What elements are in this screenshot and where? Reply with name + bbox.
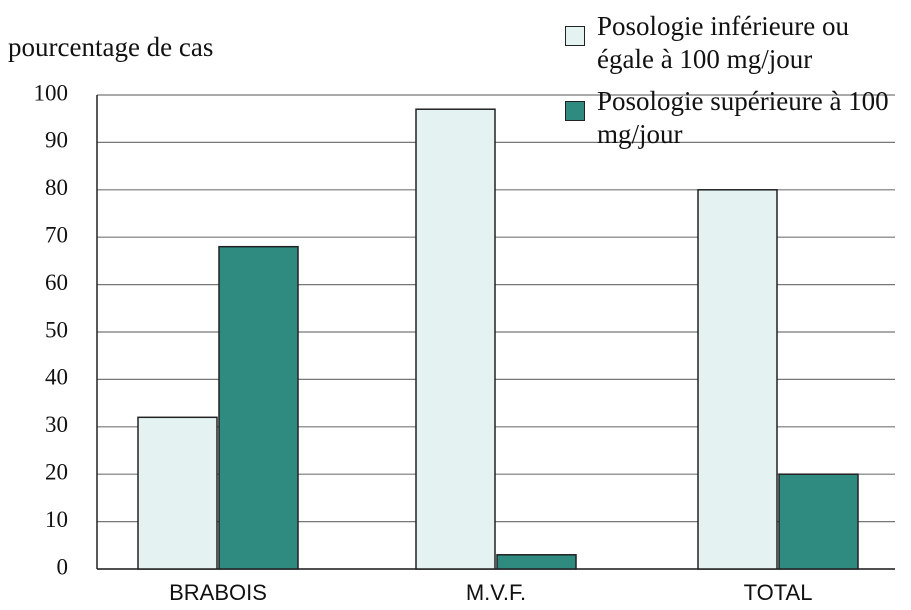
bar	[778, 473, 859, 570]
y-axis-label: pourcentage de cas	[8, 32, 213, 62]
y-tick-label: 100	[34, 80, 69, 105]
bar	[697, 189, 778, 570]
legend-swatch	[565, 26, 585, 46]
x-tick-label: M.V.F.	[466, 580, 526, 605]
y-tick-label: 60	[45, 270, 68, 295]
y-tick-label: 90	[45, 128, 68, 153]
bar	[218, 245, 299, 570]
x-tick-label: TOTAL	[744, 580, 813, 605]
y-tick-label: 80	[45, 175, 68, 200]
y-tick-label: 30	[45, 412, 68, 437]
x-tick-label: BRABOIS	[169, 580, 267, 605]
bar	[137, 416, 218, 570]
y-tick-label: 40	[45, 365, 68, 390]
y-tick-label: 50	[45, 317, 68, 342]
legend-swatch	[565, 101, 585, 121]
legend-label: Posologie inférieure ou égale à 100 mg/j…	[597, 11, 849, 74]
bar	[415, 108, 496, 570]
legend-label: Posologie supérieure à 100 mg/jour	[597, 86, 889, 149]
y-tick-label: 70	[45, 222, 68, 247]
y-tick-label: 0	[57, 554, 69, 579]
y-tick-label: 20	[45, 459, 68, 484]
bar	[496, 554, 577, 570]
y-tick-label: 10	[45, 507, 68, 532]
